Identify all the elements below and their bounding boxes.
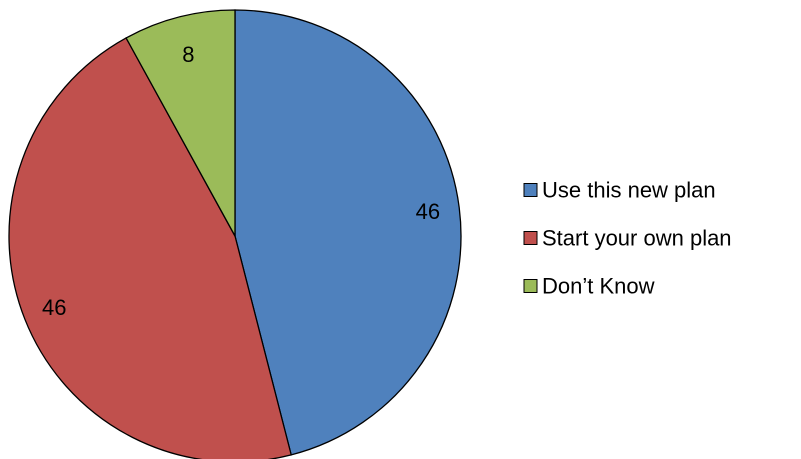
legend: Use this new plan Start your own plan Don’… [523, 178, 732, 299]
data-label-start-your-own-plan: 46 [42, 295, 66, 320]
pie-slices [8, 9, 462, 459]
pie-slice-use-this-new-plan [234, 9, 462, 456]
data-label-don-t-know: 8 [182, 42, 194, 67]
legend-swatch-start-your-own-plan [523, 231, 538, 245]
pie-slice-start-your-own-plan [8, 37, 292, 459]
legend-label-start-your-own-plan: Start your own plan [542, 226, 732, 251]
legend-swatch-don-t-know [523, 279, 538, 293]
pie-slice-don-t-know [125, 9, 236, 237]
legend-label-don-t-know: Don’t Know [542, 274, 655, 299]
data-label-use-this-new-plan: 46 [416, 199, 440, 224]
legend-label-use-this-new-plan: Use this new plan [542, 178, 716, 203]
legend-swatch-use-this-new-plan [523, 183, 538, 197]
pie-data-labels: 46 46 8 [42, 42, 440, 320]
